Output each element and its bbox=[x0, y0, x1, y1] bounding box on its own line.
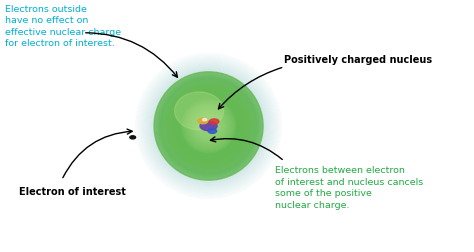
Ellipse shape bbox=[177, 94, 240, 158]
Ellipse shape bbox=[196, 113, 221, 139]
Ellipse shape bbox=[201, 118, 217, 134]
Ellipse shape bbox=[179, 96, 238, 156]
Ellipse shape bbox=[189, 106, 228, 146]
Ellipse shape bbox=[171, 89, 246, 163]
Ellipse shape bbox=[188, 105, 229, 147]
Ellipse shape bbox=[183, 101, 234, 151]
Ellipse shape bbox=[170, 87, 247, 165]
Ellipse shape bbox=[208, 129, 217, 133]
Ellipse shape bbox=[203, 121, 214, 132]
Ellipse shape bbox=[207, 124, 210, 128]
Ellipse shape bbox=[173, 91, 244, 161]
Ellipse shape bbox=[168, 85, 249, 167]
Ellipse shape bbox=[181, 99, 236, 153]
Ellipse shape bbox=[174, 92, 224, 130]
Ellipse shape bbox=[194, 112, 223, 140]
Ellipse shape bbox=[191, 109, 226, 143]
Ellipse shape bbox=[175, 92, 242, 160]
Ellipse shape bbox=[200, 121, 217, 131]
Ellipse shape bbox=[198, 115, 219, 137]
Ellipse shape bbox=[182, 100, 235, 152]
Ellipse shape bbox=[184, 102, 233, 150]
Ellipse shape bbox=[197, 114, 220, 138]
Ellipse shape bbox=[181, 98, 237, 154]
Ellipse shape bbox=[193, 111, 224, 141]
Ellipse shape bbox=[170, 88, 246, 164]
Ellipse shape bbox=[174, 92, 243, 160]
Ellipse shape bbox=[198, 118, 208, 124]
Ellipse shape bbox=[172, 90, 245, 162]
Ellipse shape bbox=[202, 118, 207, 121]
Ellipse shape bbox=[208, 125, 210, 127]
Ellipse shape bbox=[206, 123, 211, 129]
Text: Electrons between electron
of interest and nucleus cancels
some of the positive
: Electrons between electron of interest a… bbox=[275, 166, 423, 210]
Ellipse shape bbox=[185, 103, 232, 149]
Ellipse shape bbox=[202, 120, 215, 132]
Ellipse shape bbox=[162, 80, 255, 172]
Ellipse shape bbox=[178, 95, 239, 157]
Ellipse shape bbox=[205, 122, 212, 130]
Ellipse shape bbox=[199, 116, 219, 136]
Ellipse shape bbox=[210, 119, 219, 124]
Ellipse shape bbox=[165, 83, 252, 169]
Text: Electron of interest: Electron of interest bbox=[19, 186, 126, 197]
Ellipse shape bbox=[192, 110, 225, 142]
Ellipse shape bbox=[163, 81, 254, 171]
Ellipse shape bbox=[190, 107, 228, 145]
Ellipse shape bbox=[187, 104, 230, 148]
Ellipse shape bbox=[191, 108, 227, 144]
Ellipse shape bbox=[167, 84, 250, 168]
Ellipse shape bbox=[164, 82, 253, 170]
Ellipse shape bbox=[200, 117, 218, 135]
Ellipse shape bbox=[169, 86, 248, 166]
Ellipse shape bbox=[195, 112, 222, 140]
Ellipse shape bbox=[166, 84, 251, 168]
Text: Electrons outside
have no effect on
effective nuclear charge
for electron of int: Electrons outside have no effect on effe… bbox=[5, 5, 121, 48]
Ellipse shape bbox=[130, 136, 136, 139]
Text: Positively charged nucleus: Positively charged nucleus bbox=[284, 55, 432, 66]
Ellipse shape bbox=[186, 103, 231, 149]
Ellipse shape bbox=[176, 93, 241, 159]
Ellipse shape bbox=[201, 119, 216, 133]
Ellipse shape bbox=[180, 97, 237, 155]
Ellipse shape bbox=[204, 121, 213, 131]
Ellipse shape bbox=[154, 72, 263, 180]
